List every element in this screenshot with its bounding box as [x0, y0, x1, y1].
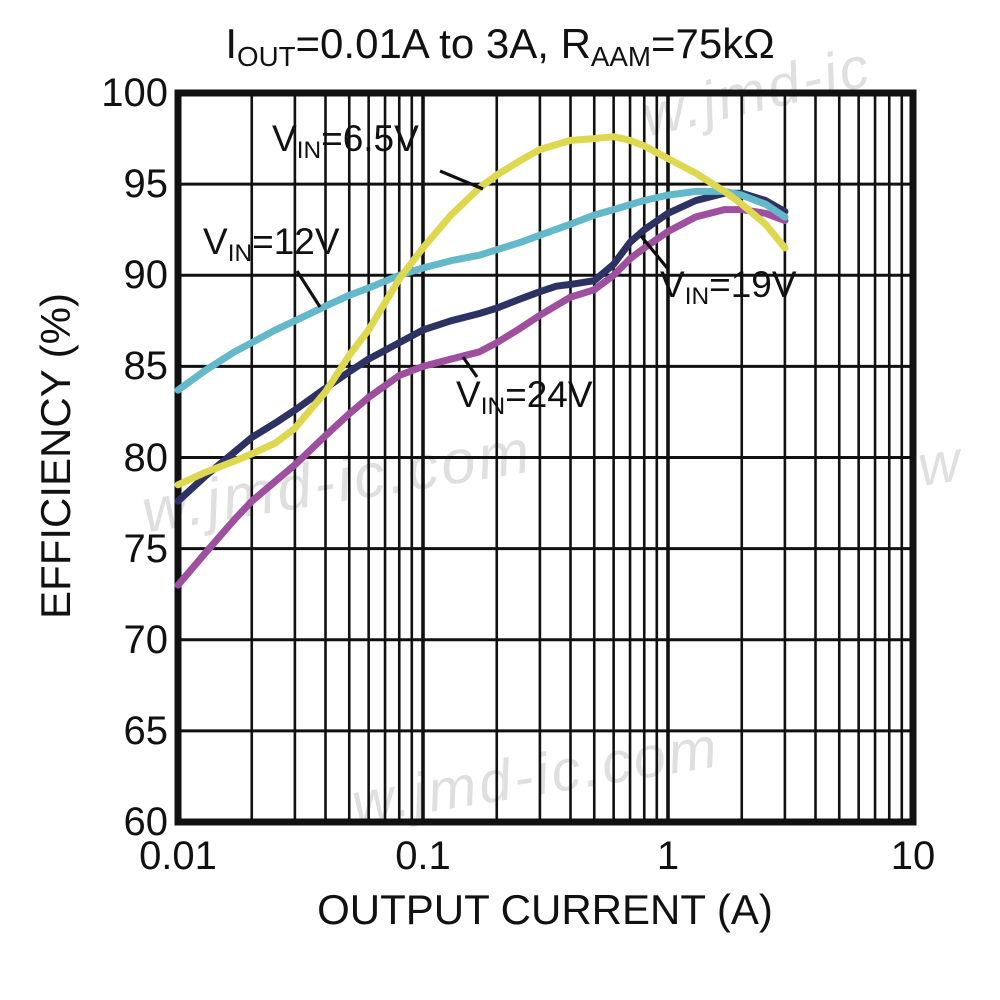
y-tick-label: 100 — [101, 71, 168, 115]
y-tick-label: 95 — [123, 162, 169, 207]
x-tick-label: 0.1 — [395, 834, 451, 878]
y-tick-label: 60 — [123, 800, 169, 844]
y-tick-label: 65 — [123, 708, 169, 753]
x-axis-label: OUTPUT CURRENT (A) — [317, 886, 773, 933]
x-tick-label: 1 — [656, 834, 680, 878]
series-label-vin-12v: VIN=12V — [203, 221, 340, 267]
y-tick-label: 85 — [123, 344, 169, 389]
y-tick-label: 70 — [123, 617, 169, 662]
y-tick-label: 75 — [123, 526, 169, 571]
x-tick-label: 10 — [890, 834, 936, 878]
y-tick-label: 90 — [123, 253, 169, 298]
series-label-vin-6p5v: VIN=6.5V — [272, 118, 419, 164]
x-tick-label: 0.01 — [139, 834, 217, 878]
title-mid: =0.01A to 3A, R — [295, 20, 591, 67]
chart-title: IOUT=0.01A to 3A, RAAM=75kΩ — [0, 20, 1000, 73]
title-sub-aam: AAM — [590, 40, 651, 72]
series-label-vin-24v: VIN=24V — [456, 374, 593, 420]
title-symbol-i: I — [225, 20, 238, 67]
title-sub-out: OUT — [237, 40, 296, 72]
y-axis-label: EFFICIENCY (%) — [32, 293, 79, 619]
title-end: =75kΩ — [650, 20, 775, 67]
series-label-vin-19v: VIN=19V — [660, 264, 797, 310]
y-tick-label: 80 — [123, 435, 169, 480]
